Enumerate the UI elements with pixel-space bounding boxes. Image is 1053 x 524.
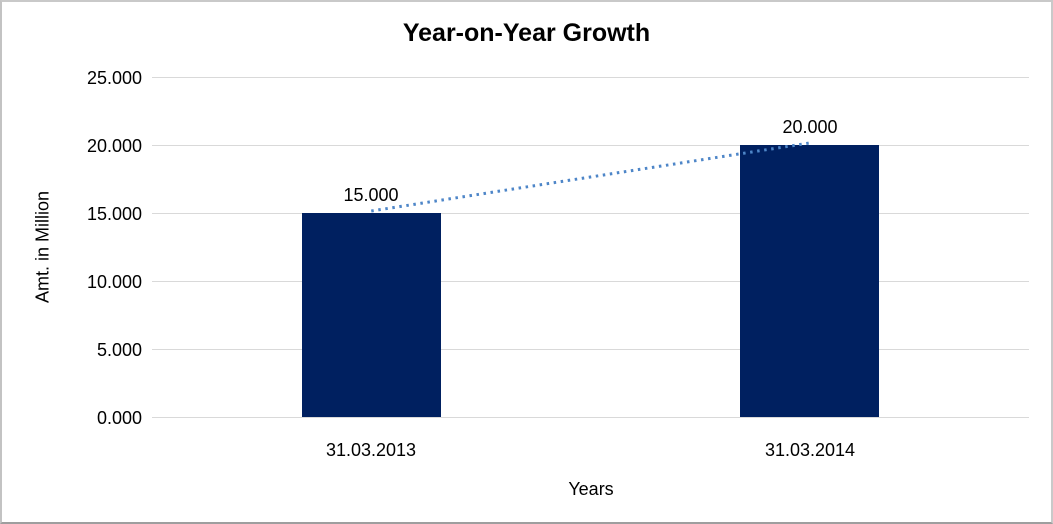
y-axis-tick-label: 20.000 — [86, 136, 142, 156]
x-axis-tick-label: 31.03.2013 — [325, 440, 417, 460]
bar-31.03.2014 — [740, 145, 879, 417]
y-axis-tick-label: 10.000 — [86, 272, 142, 292]
gridline — [152, 145, 1029, 146]
gridline — [152, 281, 1029, 282]
y-axis-tick-label: 0.000 — [96, 408, 142, 428]
x-axis-tick-label: 31.03.2014 — [764, 440, 856, 460]
x-axis-title: Years — [568, 479, 614, 499]
gridline — [152, 77, 1029, 78]
gridline — [152, 213, 1029, 214]
gridline — [152, 417, 1029, 418]
bar-31.03.2013 — [302, 213, 441, 417]
y-axis-tick-label: 25.000 — [86, 68, 142, 88]
chart-title: Year-on-Year Growth — [402, 19, 651, 47]
bar-value-label: 15.000 — [343, 185, 399, 205]
gridline — [152, 349, 1029, 350]
y-axis-tick-label: 5.000 — [96, 340, 142, 360]
bar-value-label: 20.000 — [782, 117, 838, 137]
y-axis-tick-label: 15.000 — [86, 204, 142, 224]
